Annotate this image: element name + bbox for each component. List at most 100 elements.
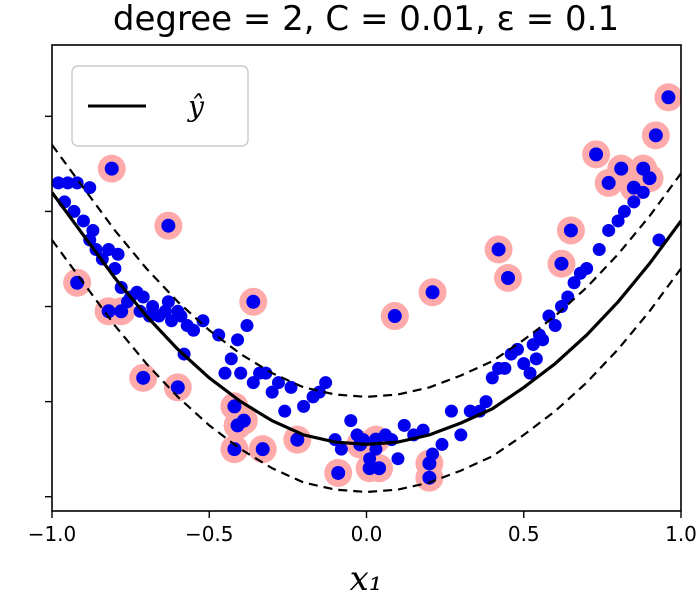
support-vectors-layer [63, 83, 681, 492]
support-vector-point-23 [491, 242, 506, 257]
data-point-93 [652, 233, 666, 247]
data-point-19 [136, 290, 150, 304]
data-point-73 [510, 342, 524, 356]
data-point-54 [363, 452, 377, 466]
x-ticks: −1.0 −0.5 0.0 0.5 1.0 [28, 511, 697, 546]
plot-area [52, 83, 681, 494]
data-point-45 [297, 399, 311, 413]
margin-upper-line [52, 144, 681, 399]
data-point-38 [246, 376, 260, 390]
margin-lower-line [52, 239, 681, 494]
support-vector-point-11 [255, 442, 270, 457]
data-point-66 [463, 404, 477, 418]
support-vector-point-32 [642, 171, 657, 186]
x-tick-label-4: 1.0 [665, 522, 697, 546]
data-point-79 [536, 333, 550, 347]
data-point-31 [196, 314, 210, 328]
data-point-36 [234, 366, 248, 380]
support-vector-point-13 [290, 432, 305, 447]
data-point-42 [271, 376, 285, 390]
support-vector-point-12 [227, 442, 242, 457]
data-point-59 [397, 418, 411, 432]
support-vector-point-1 [161, 218, 176, 233]
data-point-32 [212, 328, 226, 342]
support-vector-point-8 [227, 399, 242, 414]
data-point-86 [580, 261, 594, 275]
x-tick-label-3: 0.5 [508, 522, 540, 546]
chart-title: degree = 2, C = 0.01, ε = 0.1 [113, 0, 619, 39]
data-point-8 [86, 223, 100, 237]
x-tick-label-1: −0.5 [185, 522, 234, 546]
x-axis-label: x₁ [350, 559, 383, 599]
data-point-81 [548, 319, 562, 333]
data-point-35 [231, 333, 245, 347]
prediction-line [52, 191, 681, 447]
data-point-27 [174, 309, 188, 323]
data-point-43 [278, 404, 292, 418]
support-vector-point-0 [104, 161, 119, 176]
data-point-84 [567, 276, 581, 290]
data-point-40 [259, 366, 273, 380]
x-tick-label-0: −1.0 [28, 522, 77, 546]
support-vector-point-27 [589, 147, 604, 162]
support-vector-point-28 [601, 175, 616, 190]
support-vector-point-26 [563, 223, 578, 238]
data-point-21 [146, 300, 160, 314]
support-vector-point-18 [372, 461, 387, 476]
data-point-77 [529, 352, 543, 366]
data-point-50 [334, 442, 348, 456]
data-point-71 [498, 361, 512, 375]
data-point-47 [312, 385, 326, 399]
curve-layer [52, 144, 681, 494]
data-point-55 [369, 442, 383, 456]
data-point-13 [111, 247, 125, 261]
data-point-69 [485, 371, 499, 385]
data-point-88 [602, 223, 616, 237]
data-point-0 [52, 176, 65, 190]
data-point-62 [426, 447, 440, 461]
data-point-51 [344, 414, 358, 428]
support-vector-point-10 [236, 413, 251, 428]
support-vector-point-14 [331, 465, 346, 480]
legend-label-y-hat: ŷ [186, 90, 205, 123]
legend-box [71, 65, 249, 147]
data-point-41 [265, 385, 279, 399]
data-point-2 [61, 176, 75, 190]
data-point-87 [592, 242, 606, 256]
data-point-33 [218, 366, 232, 380]
data-point-89 [611, 214, 625, 228]
data-point-91 [627, 195, 641, 209]
data-point-44 [284, 380, 298, 394]
data-point-68 [479, 395, 493, 409]
data-point-34 [224, 352, 238, 366]
support-vector-point-33 [648, 128, 663, 143]
data-point-58 [391, 452, 405, 466]
data-point-3 [67, 204, 81, 218]
data-point-37 [240, 319, 254, 333]
data-point-4 [70, 176, 84, 190]
data-point-82 [554, 300, 568, 314]
data-point-63 [435, 437, 449, 451]
data-point-74 [517, 357, 531, 371]
data-point-75 [523, 366, 537, 380]
support-vector-point-24 [501, 271, 516, 285]
support-vector-point-5 [136, 370, 151, 385]
support-vector-point-4 [114, 304, 129, 319]
y-ticks [45, 115, 52, 498]
data-point-24 [161, 295, 175, 309]
support-vector-point-6 [170, 380, 185, 395]
legend: ŷ [71, 65, 249, 147]
support-vector-point-29 [614, 161, 629, 176]
support-vector-point-7 [246, 294, 261, 309]
data-point-5 [76, 214, 90, 228]
x-tick-label-2: 0.0 [351, 522, 383, 546]
support-vector-point-34 [661, 90, 676, 105]
support-vector-point-20 [425, 285, 440, 300]
data-point-64 [444, 404, 458, 418]
data-point-30 [187, 323, 201, 337]
data-point-90 [617, 204, 631, 218]
support-vector-point-25 [554, 256, 569, 271]
data-point-48 [319, 376, 333, 390]
data-point-92 [636, 185, 650, 199]
